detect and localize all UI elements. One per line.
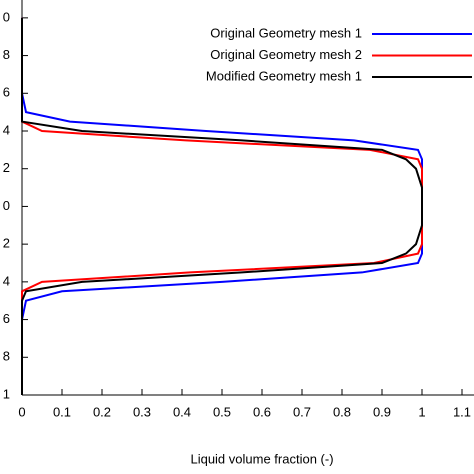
x-tick-label: 0.7 (293, 404, 311, 419)
x-tick-label: 0.3 (133, 404, 151, 419)
x-tick-label: 0.2 (93, 404, 111, 419)
legend-label: Original Geometry mesh 1 (210, 25, 362, 40)
x-tick-label: 0.6 (253, 404, 271, 419)
x-tick-label: 0.4 (173, 404, 191, 419)
y-tick-label: 0 (3, 9, 10, 24)
x-axis-label: Liquid volume fraction (-) (190, 451, 333, 466)
y-tick-label: 2 (3, 160, 10, 175)
y-tick-label: 6 (3, 311, 10, 326)
x-tick-label: 0 (18, 404, 25, 419)
y-tick-label: 1 (3, 386, 10, 401)
y-tick-label: 2 (3, 236, 10, 251)
x-tick-label: 0.5 (213, 404, 231, 419)
x-tick-label: 0.9 (373, 404, 391, 419)
legend-label: Modified Geometry mesh 1 (206, 68, 362, 83)
y-tick-label: 4 (3, 273, 10, 288)
series-line (21, 17, 423, 395)
y-tick-label: 8 (3, 47, 10, 62)
x-tick-label: 1 (418, 404, 425, 419)
x-tick-label: 0.8 (333, 404, 351, 419)
y-tick-label: 0 (3, 198, 10, 213)
y-tick-label: 4 (3, 122, 10, 137)
y-tick-label: 8 (3, 349, 10, 364)
y-tick-label: 6 (3, 85, 10, 100)
x-tick-label: 0.1 (53, 404, 71, 419)
legend-label: Original Geometry mesh 2 (210, 47, 362, 62)
x-tick-label: 1.1 (453, 404, 471, 419)
